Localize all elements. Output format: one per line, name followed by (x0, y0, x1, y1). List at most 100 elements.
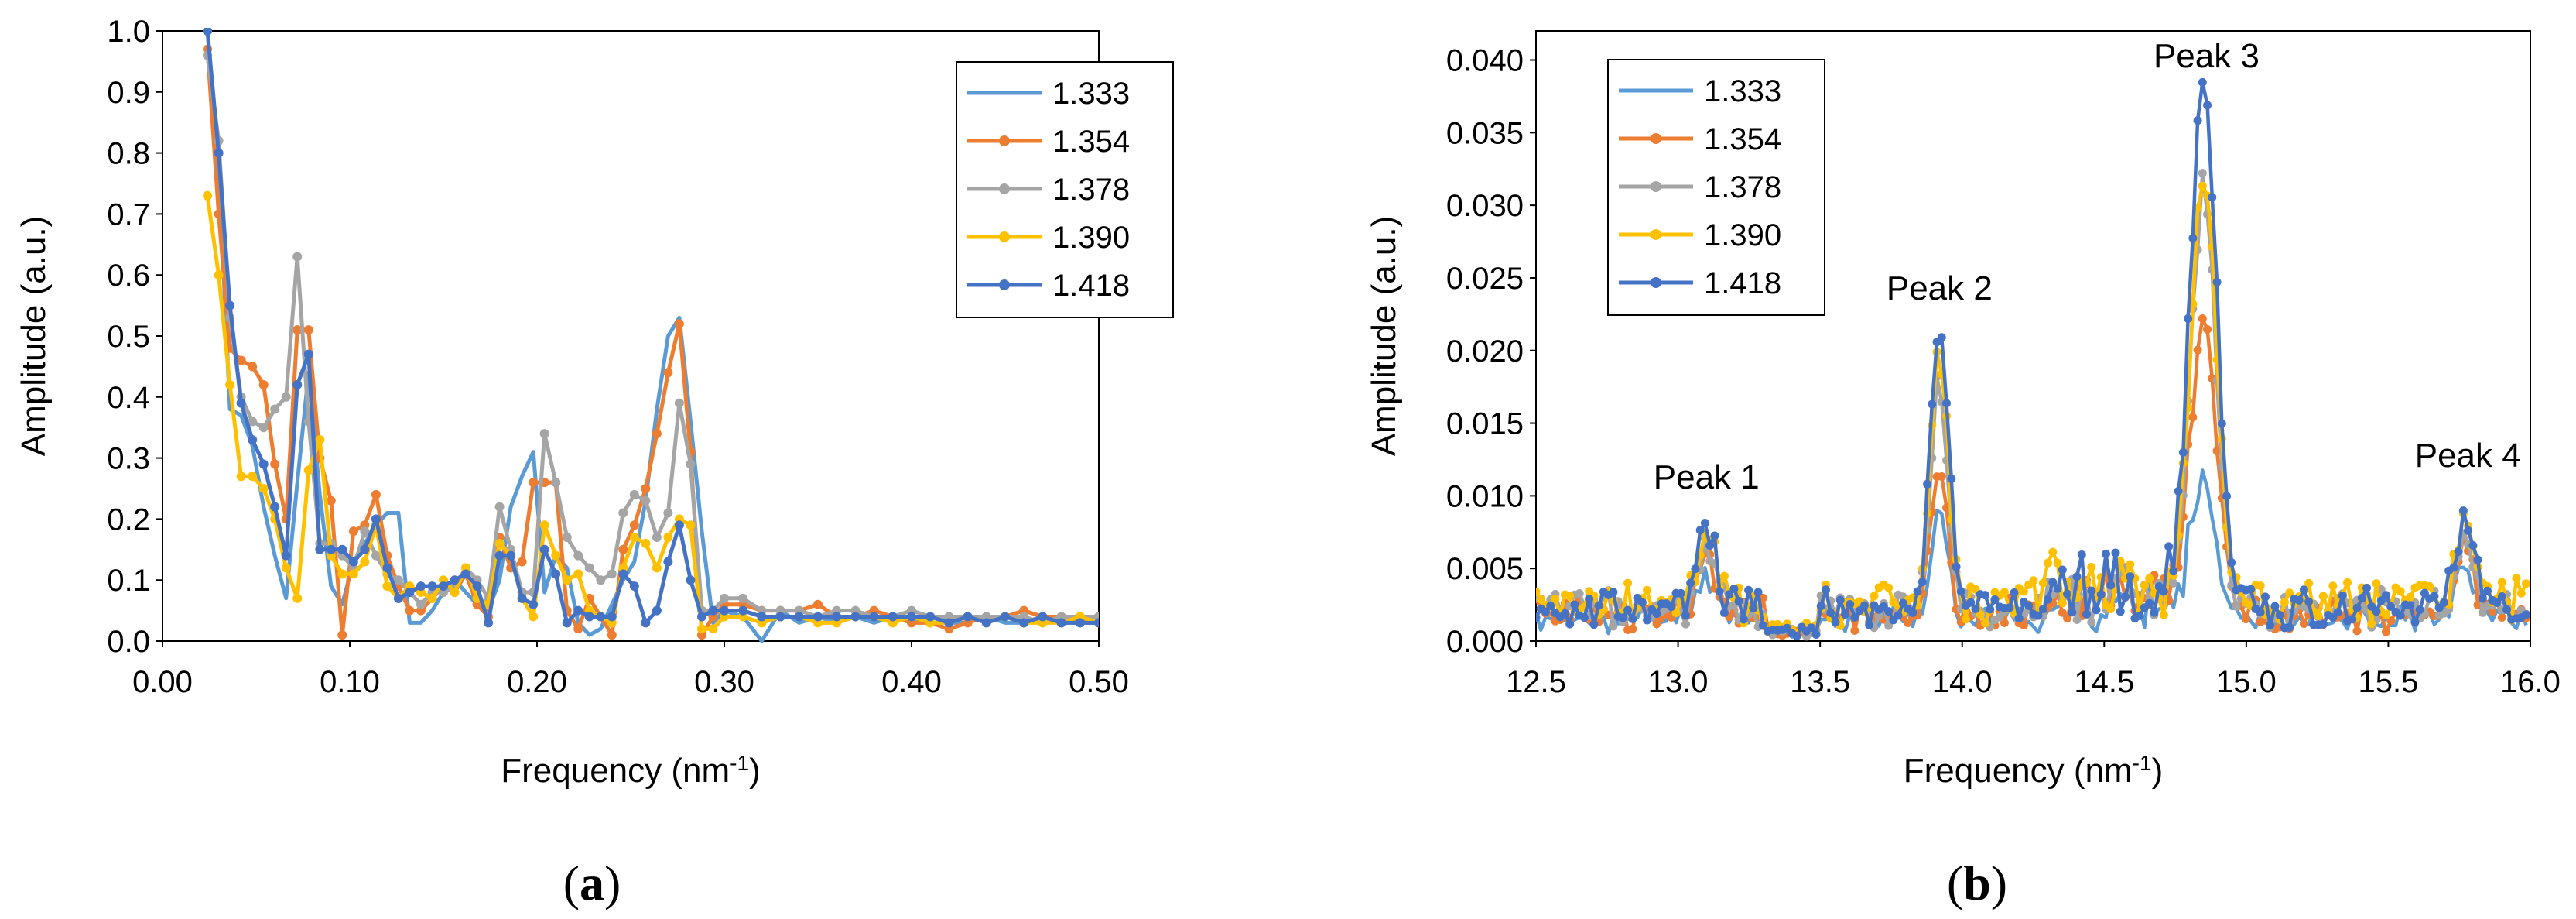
data-point (757, 612, 767, 622)
y-tick-label: 0.0 (107, 625, 150, 659)
data-point (686, 520, 696, 530)
data-point (2381, 627, 2390, 636)
data-point (214, 209, 224, 219)
data-point (2044, 558, 2053, 568)
data-point (1986, 605, 1995, 614)
data-point (258, 459, 269, 469)
data-point (517, 593, 527, 603)
data-point (2111, 548, 2120, 557)
data-point (1758, 621, 1767, 630)
data-point (292, 252, 303, 262)
data-point (2038, 605, 2047, 614)
data-point (1884, 583, 1894, 592)
data-point (907, 612, 916, 622)
data-point (708, 624, 718, 634)
data-point (663, 557, 673, 567)
data-point (337, 544, 347, 554)
series-1.418 (1536, 77, 2530, 641)
data-point (2087, 586, 2096, 595)
data-point (618, 508, 628, 518)
data-point (2024, 601, 2034, 610)
data-point (1980, 591, 1989, 600)
x-tick-label: 0.10 (320, 665, 380, 699)
data-point (629, 520, 639, 530)
data-point (696, 612, 706, 622)
data-point (281, 550, 291, 561)
x-tick-label: 13.5 (1790, 665, 1850, 699)
x-tick-label: 13.0 (1648, 665, 1709, 699)
caption-paren-open: ( (563, 856, 580, 910)
y-tick-label: 0.7 (107, 197, 150, 231)
data-point (2203, 325, 2212, 334)
data-point (2492, 598, 2502, 607)
data-point (1913, 587, 1922, 596)
data-point (2198, 169, 2207, 178)
data-point (450, 587, 460, 597)
data-point (2406, 592, 2415, 602)
data-point (720, 605, 729, 616)
data-point (484, 618, 494, 628)
data-point (2005, 603, 2014, 612)
data-point (2120, 592, 2130, 602)
data-point (506, 550, 516, 561)
data-point (1898, 598, 1907, 608)
data-point (652, 429, 662, 439)
data-point (2410, 618, 2420, 627)
data-point (258, 423, 269, 433)
data-point (2521, 610, 2530, 619)
data-point (2106, 605, 2116, 614)
legend-label: 1.354 (1704, 122, 1781, 156)
data-point (270, 404, 280, 414)
data-point (641, 538, 651, 548)
chart-b: 0.000 0.005 0.010 0.015 0.020 0.025 0.030 0.035… (1365, 30, 2561, 910)
caption-paren-open: ( (1947, 856, 1963, 910)
data-point (2294, 595, 2304, 605)
data-point (738, 605, 748, 616)
data-point (652, 563, 662, 573)
data-point (674, 398, 684, 408)
data-point (2174, 486, 2183, 496)
data-point (2063, 614, 2072, 623)
y-tick-label: 0.015 (1446, 407, 1524, 441)
data-point (360, 557, 370, 567)
data-point (371, 514, 381, 524)
data-point (2212, 277, 2222, 286)
data-point (236, 355, 246, 365)
data-point (2145, 574, 2154, 583)
data-point (1705, 541, 1715, 550)
data-point (529, 599, 539, 609)
data-point (1859, 601, 1869, 610)
data-point (1995, 612, 2004, 622)
data-point (596, 575, 606, 585)
series-1.418 (203, 28, 1099, 628)
x-axis-label-end: ) (2152, 752, 2164, 790)
y-tick-label: 0.1 (107, 564, 150, 598)
data-point (2464, 526, 2473, 535)
data-point (2430, 592, 2439, 601)
data-point (416, 599, 426, 609)
data-point (1942, 399, 1952, 408)
data-point (2126, 572, 2135, 581)
data-point (1541, 607, 1550, 616)
data-point (696, 624, 706, 634)
data-point (607, 630, 617, 640)
data-point (1908, 608, 1917, 617)
data-point (2468, 541, 2478, 550)
y-tick-label: 0.5 (107, 320, 150, 354)
data-point (2019, 587, 2028, 596)
data-point (2077, 550, 2086, 559)
data-point (281, 563, 291, 573)
data-point (461, 569, 471, 579)
data-point (2198, 314, 2207, 324)
data-point (607, 569, 617, 579)
data-point (517, 557, 527, 567)
data-point (214, 270, 224, 280)
legend-label: 1.333 (1052, 77, 1130, 111)
data-point (371, 550, 381, 561)
data-point (641, 496, 651, 506)
data-point (1928, 399, 1937, 409)
data-point (292, 325, 303, 335)
x-tick-label: 14.5 (2074, 665, 2134, 699)
data-point (2068, 608, 2077, 617)
data-point (539, 520, 549, 530)
